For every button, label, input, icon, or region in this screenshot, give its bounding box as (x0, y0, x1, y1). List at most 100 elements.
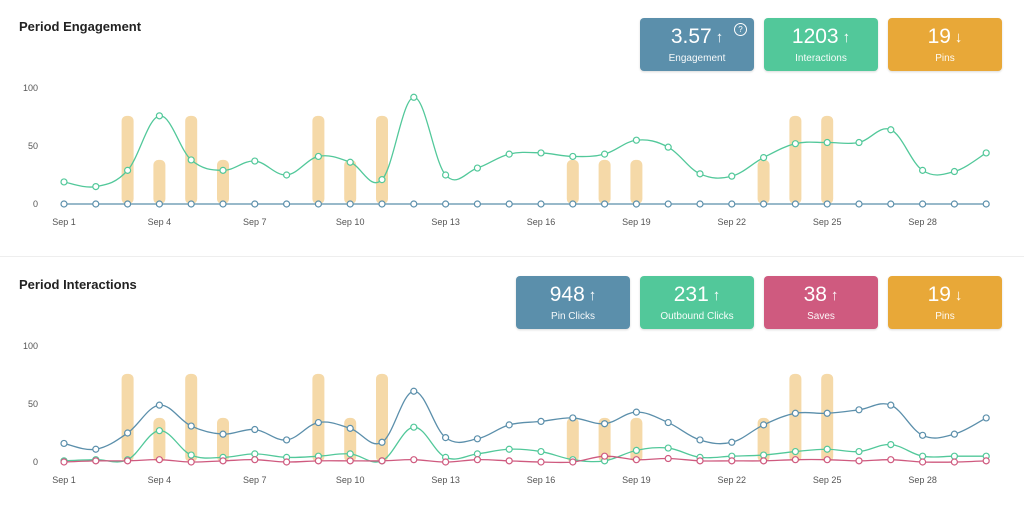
interactions-value: 1203 ↑ (792, 25, 850, 49)
data-point (505, 445, 513, 453)
pin-bar (312, 373, 325, 462)
pin-bar (630, 417, 643, 462)
y-tick-label: 50 (28, 399, 38, 409)
data-point (473, 435, 481, 443)
data-point (251, 450, 259, 458)
pin-bar (789, 373, 802, 462)
data-point (887, 401, 895, 409)
outbound-clicks-value: 231 ↑ (674, 283, 721, 307)
data-point (123, 166, 132, 174)
data-point (632, 408, 641, 416)
pin-bar (757, 159, 770, 204)
data-point (664, 418, 672, 427)
data-point (251, 425, 259, 434)
data-point (759, 421, 768, 429)
arrow-down-icon: ↓ (954, 286, 963, 304)
x-tick-label: Sep 16 (527, 475, 556, 485)
x-tick-label: Sep 7 (243, 475, 267, 485)
data-point (251, 157, 259, 165)
data-point (537, 417, 545, 426)
data-point (378, 176, 386, 184)
data-point (791, 409, 800, 417)
data-point (759, 153, 768, 162)
data-point (378, 200, 386, 208)
arrow-up-icon: ↑ (712, 286, 721, 304)
data-point (251, 200, 259, 208)
pins-card[interactable]: 19 ↓ Pins (888, 276, 1002, 329)
x-tick-label: Sep 22 (718, 217, 747, 227)
x-tick-label: Sep 1 (52, 475, 76, 485)
data-point (791, 200, 800, 208)
data-point (982, 149, 990, 157)
arrow-up-icon: ↑ (588, 286, 597, 304)
data-point (60, 439, 68, 448)
saves-value: 38 ↑ (804, 283, 839, 307)
x-tick-label: Sep 13 (431, 475, 460, 485)
data-point (378, 438, 386, 446)
pin-bar (566, 159, 579, 204)
data-point (950, 458, 959, 466)
data-point (696, 170, 704, 178)
data-point (155, 112, 163, 120)
data-point (918, 166, 927, 174)
pin-bar (757, 417, 770, 462)
interactions-title: Period Interactions (19, 277, 137, 292)
x-tick-label: Sep 25 (813, 475, 842, 485)
outbound-clicks-value-text: 231 (673, 283, 709, 306)
pin-bar (217, 159, 229, 204)
data-point (187, 156, 195, 164)
data-point (759, 457, 768, 465)
data-point (855, 457, 863, 465)
pin-bar (821, 115, 834, 204)
data-point (187, 451, 195, 459)
data-point (505, 421, 513, 429)
data-point (887, 200, 895, 208)
data-point (982, 200, 990, 208)
engagement-label: Engagement (668, 53, 726, 64)
pins-label: Pins (935, 311, 955, 322)
data-point (155, 427, 163, 435)
data-point (728, 457, 736, 465)
data-point (505, 150, 513, 158)
data-point (759, 200, 768, 208)
data-point (346, 158, 354, 166)
data-point (92, 457, 100, 465)
interactions-card[interactable]: 1203 ↑ Interactions (764, 18, 878, 71)
engagement-card[interactable]: 3.57 ↑ Engagement ? (640, 18, 754, 71)
pins-value: 19 ↓ (928, 283, 963, 307)
engagement-chart: 0 50 100 Sep 1 Sep 4 Sep 7 Sep 10 Sep 13 Sep 16 S… (23, 83, 990, 227)
help-icon[interactable]: ? (734, 23, 747, 36)
data-point (60, 200, 68, 208)
pin-clicks-value: 948 ↑ (550, 283, 597, 307)
outbound-clicks-card[interactable]: 231 ↑ Outbound Clicks (640, 276, 754, 329)
x-tick-label: Sep 4 (148, 217, 172, 227)
data-point (823, 200, 831, 208)
pin-bar (344, 159, 357, 204)
data-point (632, 456, 641, 464)
pins-value-text: 19 (927, 283, 951, 306)
x-tick-label: Sep 25 (813, 217, 842, 227)
pin-bar (821, 373, 834, 462)
data-point (473, 164, 481, 172)
saves-value-text: 38 (803, 283, 827, 306)
series-line (63, 455, 987, 464)
data-point (918, 200, 927, 208)
data-point (537, 458, 545, 466)
data-point (123, 457, 132, 465)
y-tick-label: 50 (28, 141, 38, 151)
data-point (346, 457, 354, 465)
data-point (187, 200, 195, 208)
data-point (600, 420, 609, 428)
data-point (442, 434, 450, 442)
data-point (918, 452, 927, 460)
pins-value: 19 ↓ (928, 25, 963, 49)
data-point (791, 447, 800, 456)
pin-bar (153, 417, 166, 462)
saves-card[interactable]: 38 ↑ Saves (764, 276, 878, 329)
pin-bar (153, 159, 166, 204)
pins-card[interactable]: 19 ↓ Pins (888, 18, 1002, 71)
pin-bar (217, 417, 229, 462)
pin-clicks-card[interactable]: 948 ↑ Pin Clicks (516, 276, 630, 329)
data-point (251, 456, 259, 464)
pin-bar (376, 115, 388, 204)
